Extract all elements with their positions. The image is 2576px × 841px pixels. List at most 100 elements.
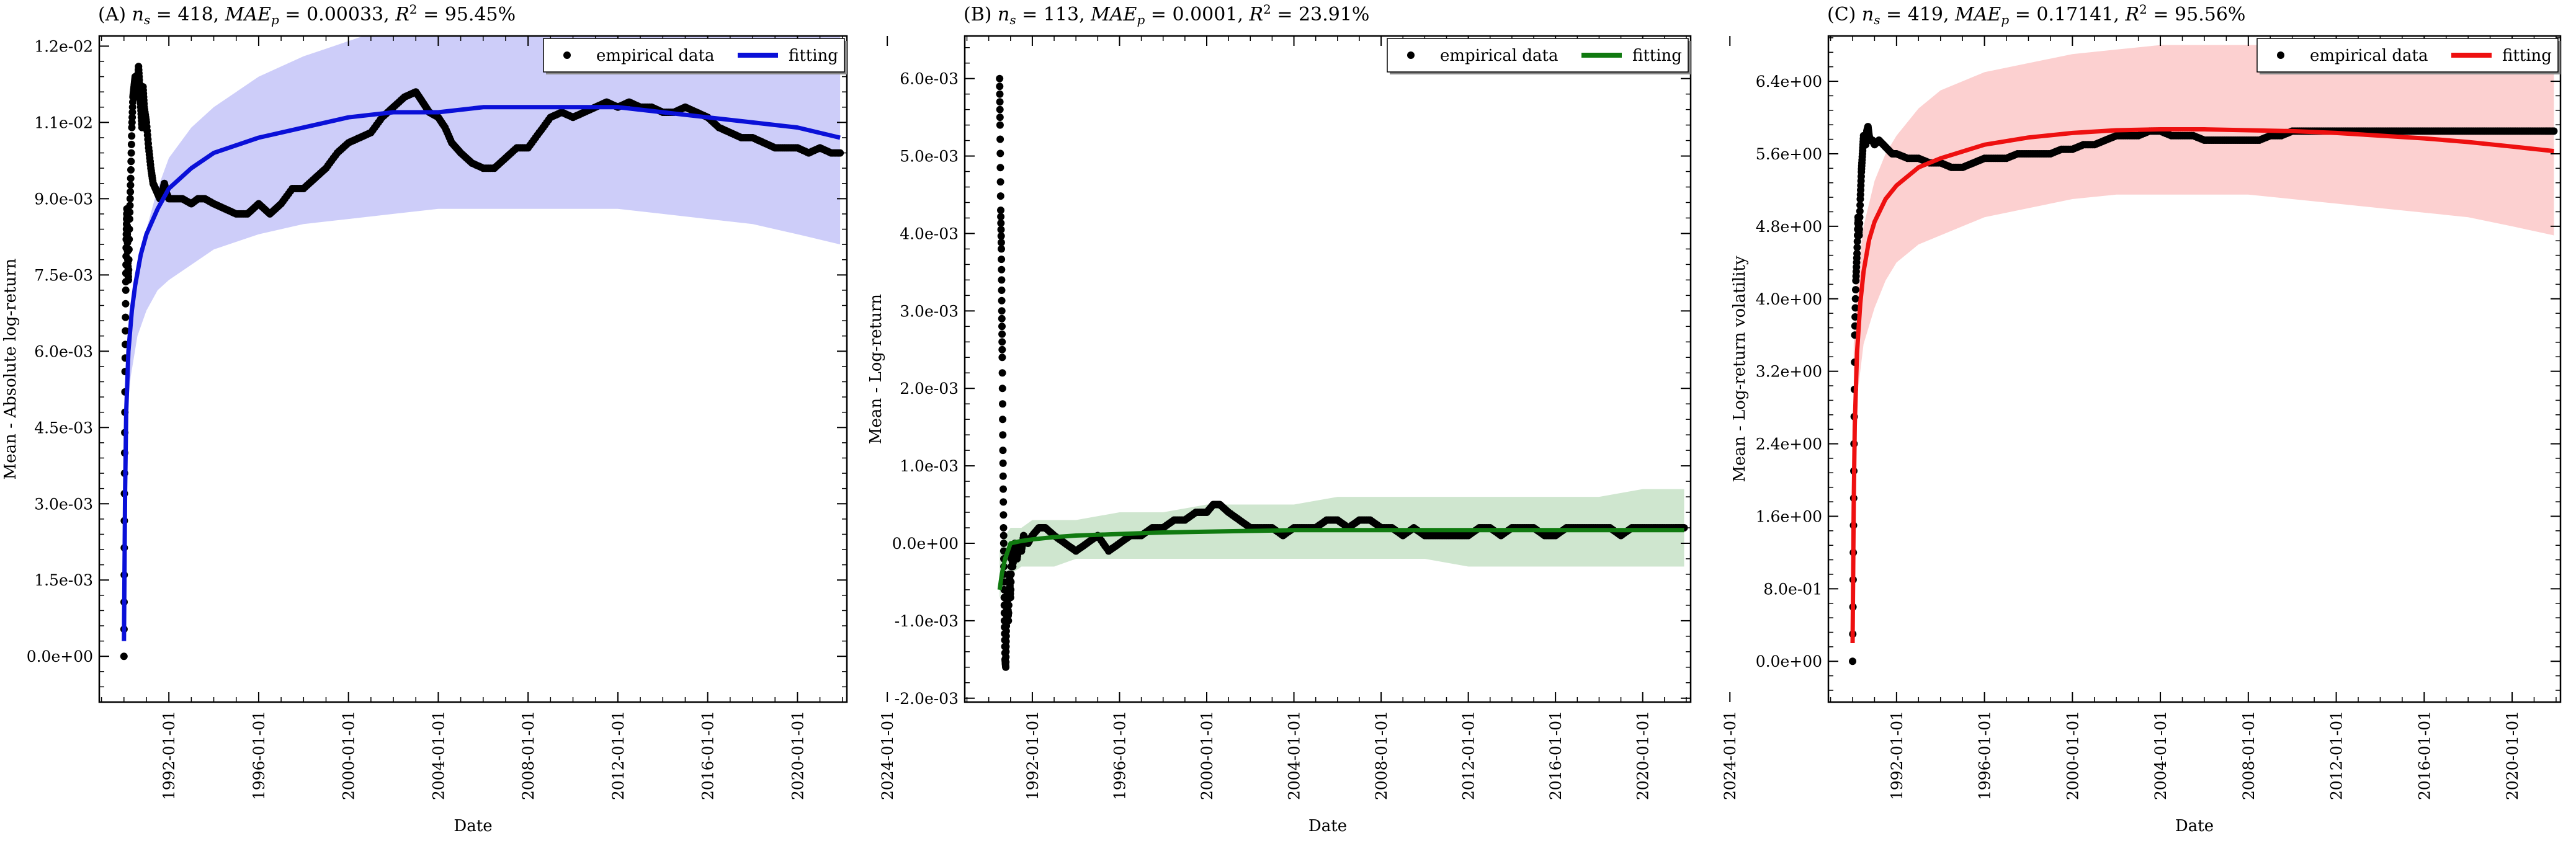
confidence-band <box>1000 489 1684 598</box>
x-tick-label: 1996-01-01 <box>1976 711 1994 800</box>
data-point <box>1855 231 1863 239</box>
y-tick-label: 0.0e+00 <box>892 535 959 553</box>
plot-area <box>120 36 844 661</box>
data-point <box>999 472 1007 480</box>
y-tick-label: 9.0e-03 <box>34 190 93 208</box>
data-point <box>999 447 1007 455</box>
data-point <box>1855 225 1863 233</box>
x-tick-label: 2016-01-01 <box>2415 711 2433 800</box>
x-tick-label: 1992-01-01 <box>1024 711 1042 800</box>
y-tick-label: 2.4e+00 <box>1756 435 1822 453</box>
data-point <box>1002 663 1010 671</box>
x-tick-label: 2008-01-01 <box>1372 711 1390 800</box>
legend-marker-empirical <box>1407 51 1415 59</box>
data-point <box>999 416 1007 424</box>
data-point <box>997 213 1005 221</box>
data-point <box>1007 578 1015 586</box>
x-tick-label: 1992-01-01 <box>160 711 178 800</box>
confidence-band <box>1853 45 2554 462</box>
y-tick-label: 1.2e-02 <box>34 37 93 55</box>
data-point <box>998 338 1006 346</box>
y-tick-label: 5.0e-03 <box>900 148 959 166</box>
panel-c: 0.0e+00 8.0e-01 1.6e+00 2.4e+00 3.2e+00 4.0e+… <box>1730 2 2562 835</box>
x-tick-label: 2008-01-01 <box>519 711 537 800</box>
data-point <box>127 149 135 157</box>
data-point <box>1856 207 1864 215</box>
data-point <box>998 385 1006 393</box>
data-point <box>1000 498 1008 506</box>
data-point <box>1002 638 1010 646</box>
axes-frame <box>1827 35 2562 703</box>
legend-label-fitting: fitting <box>1632 47 1682 65</box>
data-point <box>1856 201 1864 209</box>
confidence-band <box>126 36 841 423</box>
y-tick-label: 1.5e-03 <box>34 571 93 589</box>
legend: empirical data fitting <box>2256 38 2560 74</box>
series-empirical-data <box>996 74 1688 671</box>
y-tick-label: 1.0e-03 <box>900 457 959 475</box>
data-point <box>126 208 134 216</box>
x-axis-label: Date <box>2175 817 2214 835</box>
data-point <box>998 323 1006 331</box>
data-point <box>125 225 133 233</box>
x-tick-label: 2016-01-01 <box>1547 711 1565 800</box>
y-tick-label: -1.0e-03 <box>895 612 959 630</box>
data-point <box>128 132 136 140</box>
data-point <box>125 256 133 264</box>
data-point <box>998 276 1006 284</box>
data-point <box>1002 653 1010 661</box>
data-point <box>996 149 1004 158</box>
data-point <box>125 266 133 274</box>
y-tick-label: 4.8e+00 <box>1756 218 1822 236</box>
legend-label-fitting: fitting <box>789 47 838 65</box>
data-point <box>126 202 134 210</box>
data-point <box>125 276 132 284</box>
data-point <box>1853 238 1861 246</box>
data-point <box>1002 647 1010 656</box>
y-tick-label: 4.5e-03 <box>34 419 93 437</box>
data-point <box>1000 524 1008 532</box>
data-point <box>998 265 1006 274</box>
y-tick-label: 7.5e-03 <box>34 266 93 284</box>
data-point <box>996 135 1004 143</box>
data-point <box>996 82 1004 91</box>
y-tick-label: 6.0e-03 <box>900 70 959 88</box>
data-point <box>996 105 1004 113</box>
data-point <box>125 246 133 254</box>
x-tick-label: 2012-01-01 <box>1460 711 1478 800</box>
legend: empirical data fitting <box>543 38 847 74</box>
x-tick-label: 2020-01-01 <box>1634 711 1652 800</box>
series-fitting <box>122 105 841 641</box>
data-point <box>998 345 1006 354</box>
data-point <box>2550 127 2558 135</box>
data-point <box>998 330 1006 338</box>
x-axis-label: Date <box>1308 817 1347 835</box>
x-tick-label: 2016-01-01 <box>699 711 717 800</box>
plot-area <box>996 74 1688 671</box>
x-tick-label: 2008-01-01 <box>2240 711 2258 800</box>
legend-box <box>543 38 845 73</box>
x-tick-label: 1996-01-01 <box>1111 711 1129 800</box>
data-point <box>997 226 1005 234</box>
data-point <box>127 166 135 174</box>
y-tick-label: 3.0e-03 <box>900 302 959 320</box>
data-point <box>122 313 130 321</box>
data-point <box>1002 658 1010 666</box>
data-point <box>996 121 1004 129</box>
y-tick-label: 6.4e+00 <box>1756 73 1822 91</box>
data-point <box>1002 632 1010 640</box>
x-tick-label: 2000-01-01 <box>340 711 358 800</box>
y-tick-label: 4.0e+00 <box>1756 290 1822 308</box>
data-point <box>1856 220 1864 227</box>
x-tick-label: 1992-01-01 <box>1888 711 1906 800</box>
data-point <box>996 90 1004 98</box>
data-point <box>997 219 1005 227</box>
x-tick-label: 2004-01-01 <box>429 711 447 800</box>
data-point <box>1000 485 1007 493</box>
y-axis-label: Mean - Absolute log-return <box>1 258 20 479</box>
data-point <box>122 286 130 294</box>
data-point <box>997 207 1004 214</box>
data-point <box>999 431 1007 439</box>
x-axis-label: Date <box>454 817 492 835</box>
